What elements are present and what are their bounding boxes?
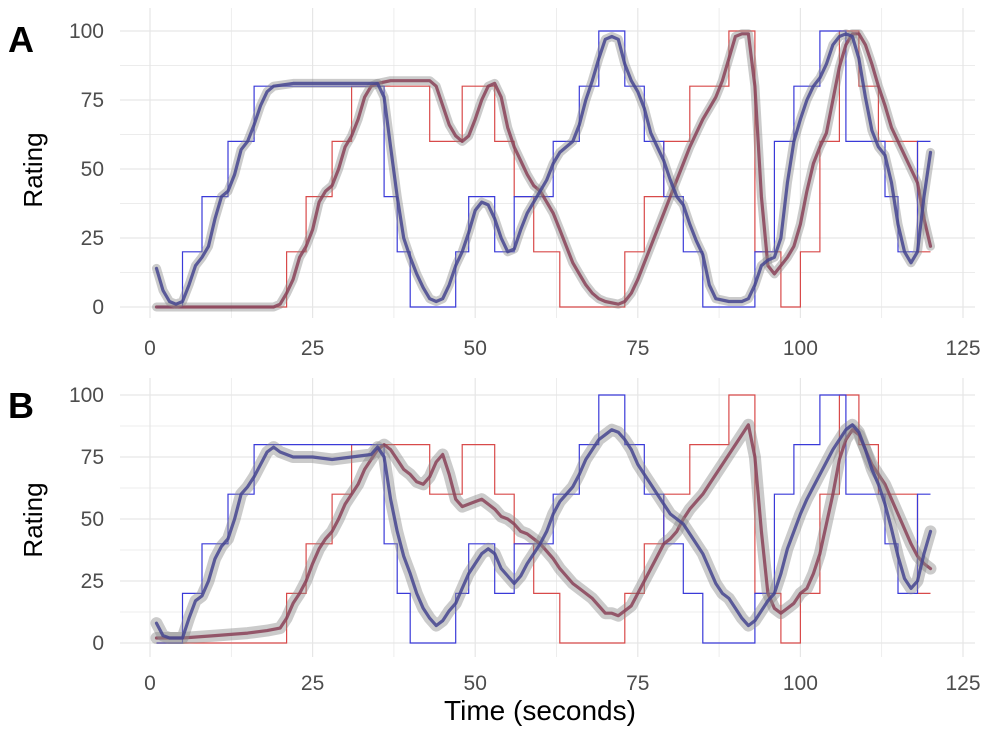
panel-b-x-tick-label: 75 [626, 672, 649, 695]
panel-a-mean-red-line [154, 32, 933, 309]
panel-a-y-axis-label: Rating [18, 132, 48, 207]
panel-a-y-ticks: 0 25 50 75 100 [69, 20, 104, 319]
panel-b-x-tick-label: 25 [301, 672, 324, 695]
panel-b-y-tick-label: 0 [92, 632, 104, 655]
panel-b-y-tick-label: 100 [69, 384, 104, 407]
panel-b-y-tick-label: 25 [81, 570, 104, 593]
panel-b-target-red-line [156, 394, 931, 644]
panel-a-y-tick-label: 25 [81, 227, 104, 250]
panel-b-tag: B [8, 385, 34, 426]
panel-a-tag: A [8, 19, 34, 60]
panel-a-x-tick-label: 100 [783, 337, 818, 360]
panel-b-y-tick-label: 75 [81, 446, 104, 469]
panel-b-x-tick-label: 125 [945, 672, 980, 695]
panel-a-y-tick-label: 75 [81, 89, 104, 112]
panel-a-mean-blue-line [154, 32, 933, 306]
panel-a-target-red-line [156, 30, 931, 308]
panel-b-mean-lines [150, 418, 937, 644]
panel-a-x-tick-label: 50 [464, 337, 487, 360]
panel-b-x-tick-label: 0 [144, 672, 156, 695]
panel-b-x-ticks: 0 25 50 75 100 125 [144, 672, 980, 695]
panel-a-x-tick-label: 75 [626, 337, 649, 360]
panel-b-x-tick-label: 100 [783, 672, 818, 695]
x-axis-label: Time (seconds) [444, 695, 636, 726]
panel-b-mean-red-line [154, 423, 933, 640]
panel-b: 0 25 50 75 100 0 25 50 75 100 125 B Rating [8, 378, 981, 695]
panel-b-grid [120, 378, 975, 657]
panel-a-x-tick-label: 25 [301, 337, 324, 360]
panel-b-y-tick-label: 50 [81, 508, 104, 531]
panel-a-y-tick-label: 50 [81, 158, 104, 181]
panel-a-x-tick-label: 0 [144, 337, 156, 360]
panel-a-y-tick-label: 0 [92, 296, 104, 319]
panel-a: 0 25 50 75 100 0 25 50 75 100 125 A Rating [8, 8, 981, 360]
panel-b-y-ticks: 0 25 50 75 100 [69, 384, 104, 655]
panel-a-x-tick-label: 125 [945, 337, 980, 360]
panel-a-x-ticks: 0 25 50 75 100 125 [144, 337, 980, 360]
panel-a-mean-lines [152, 29, 935, 312]
panel-a-ribbon-red [152, 29, 935, 312]
panel-b-x-tick-label: 50 [464, 672, 487, 695]
panel-a-y-tick-label: 100 [69, 20, 104, 43]
panel-b-mean-blue-line [154, 423, 933, 640]
panel-b-y-axis-label: Rating [18, 482, 48, 557]
